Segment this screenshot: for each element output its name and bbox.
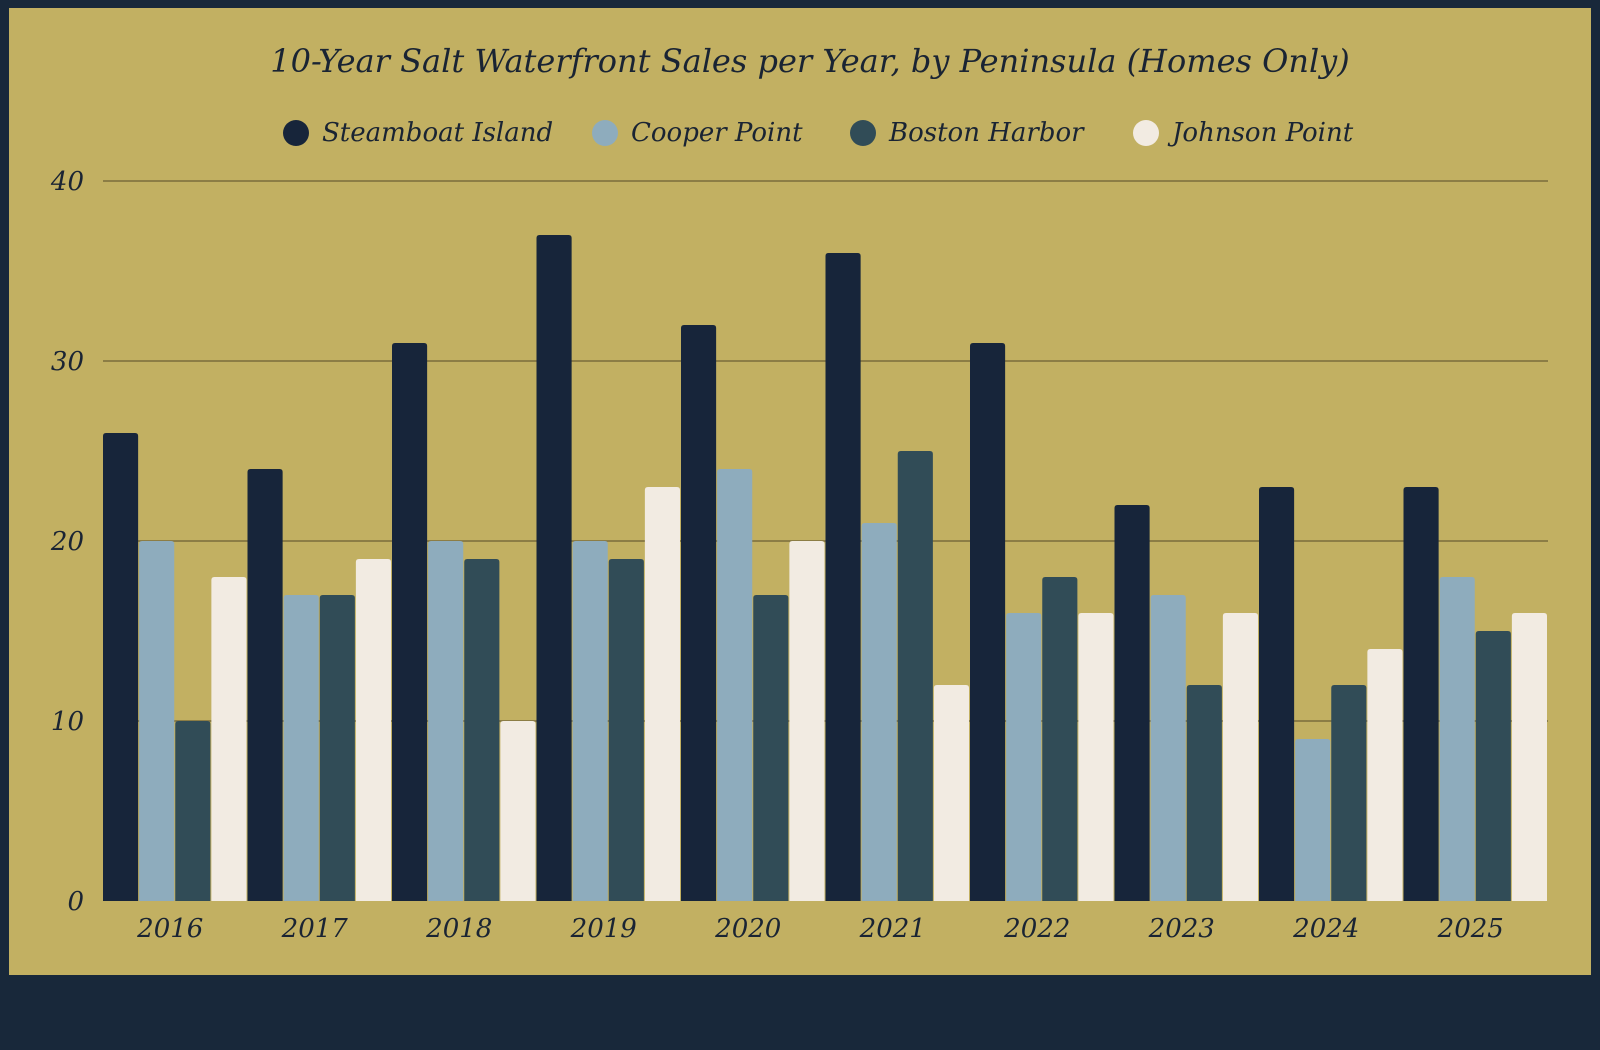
bar-steamboat-island-2017 <box>247 469 283 901</box>
x-tick-label-2024: 2024 <box>1292 914 1359 944</box>
bar-boston-harbor-2018 <box>464 559 500 901</box>
y-tick-label-30: 30 <box>51 347 84 377</box>
y-tick-label-20: 20 <box>50 527 84 557</box>
bar-cooper-point-2025 <box>1439 577 1475 901</box>
bars <box>103 235 1547 901</box>
x-tick-label-2017: 2017 <box>281 914 349 944</box>
y-tick-label-10: 10 <box>51 707 84 737</box>
bar-boston-harbor-2023 <box>1186 685 1222 901</box>
legend: Steamboat Island Cooper Point Boston Harbo… <box>283 118 1354 148</box>
bar-johnson-point-2018 <box>500 721 536 901</box>
bar-boston-harbor-2024 <box>1331 685 1367 901</box>
x-tick-label-2018: 2018 <box>425 914 492 944</box>
legend-item-cooper-point: Cooper Point <box>592 118 803 148</box>
legend-label-boston-harbor: Boston Harbor <box>888 118 1085 148</box>
bar-group-2016 <box>103 433 247 901</box>
chart-title: 10-Year Salt Waterfront Sales per Year, … <box>270 42 1349 80</box>
y-tick-label-0: 0 <box>67 887 84 917</box>
bar-johnson-point-2019 <box>644 487 680 901</box>
legend-swatch-boston-harbor <box>850 120 876 146</box>
bar-steamboat-island-2020 <box>681 325 717 901</box>
y-tick-label-40: 40 <box>50 167 84 197</box>
bar-steamboat-island-2021 <box>825 253 861 901</box>
bar-group-2018 <box>392 343 536 901</box>
y-axis-ticks: 0 10 20 30 40 <box>50 167 84 917</box>
bar-group-2019 <box>536 235 680 901</box>
bar-group-2017 <box>247 469 391 901</box>
bar-cooper-point-2018 <box>428 541 464 901</box>
bar-cooper-point-2024 <box>1295 739 1331 901</box>
legend-item-steamboat-island: Steamboat Island <box>283 118 553 148</box>
legend-item-boston-harbor: Boston Harbor <box>850 118 1085 148</box>
bar-cooper-point-2022 <box>1006 613 1042 901</box>
bar-group-2023 <box>1114 505 1258 901</box>
bar-group-2021 <box>825 253 969 901</box>
x-tick-label-2019: 2019 <box>570 914 637 944</box>
legend-label-johnson-point: Johnson Point <box>1167 118 1354 148</box>
bar-steamboat-island-2024 <box>1259 487 1295 901</box>
bar-boston-harbor-2025 <box>1475 631 1511 901</box>
bar-johnson-point-2021 <box>933 685 969 901</box>
legend-swatch-johnson-point <box>1133 120 1159 146</box>
bar-group-2024 <box>1259 487 1403 901</box>
bar-boston-harbor-2021 <box>897 451 933 901</box>
legend-swatch-steamboat-island <box>283 120 309 146</box>
bar-steamboat-island-2018 <box>392 343 428 901</box>
bar-boston-harbor-2022 <box>1042 577 1078 901</box>
bar-group-2020 <box>681 325 825 901</box>
bar-cooper-point-2017 <box>283 595 319 901</box>
bar-boston-harbor-2016 <box>175 721 211 901</box>
bar-steamboat-island-2025 <box>1403 487 1439 901</box>
bar-cooper-point-2023 <box>1150 595 1186 901</box>
bar-steamboat-island-2019 <box>536 235 572 901</box>
bar-steamboat-island-2023 <box>1114 505 1150 901</box>
bar-boston-harbor-2020 <box>753 595 789 901</box>
bar-steamboat-island-2022 <box>970 343 1006 901</box>
x-tick-label-2020: 2020 <box>714 914 781 944</box>
bar-cooper-point-2021 <box>861 523 897 901</box>
bar-johnson-point-2016 <box>211 577 247 901</box>
x-axis-ticks: 2016 2017 2018 2019 2020 2021 2022 2023 2024 2025 <box>136 914 1504 944</box>
bar-boston-harbor-2017 <box>319 595 355 901</box>
bar-group-2025 <box>1403 487 1547 901</box>
bar-cooper-point-2016 <box>139 541 175 901</box>
x-tick-label-2023: 2023 <box>1148 914 1215 944</box>
bar-johnson-point-2023 <box>1222 613 1258 901</box>
bar-cooper-point-2020 <box>717 469 753 901</box>
bar-cooper-point-2019 <box>572 541 608 901</box>
x-tick-label-2016: 2016 <box>136 914 203 944</box>
legend-label-cooper-point: Cooper Point <box>631 118 803 148</box>
x-tick-label-2021: 2021 <box>859 914 926 944</box>
legend-swatch-cooper-point <box>592 120 618 146</box>
bar-johnson-point-2025 <box>1511 613 1547 901</box>
bar-johnson-point-2017 <box>355 559 391 901</box>
bar-johnson-point-2024 <box>1367 649 1403 901</box>
bar-steamboat-island-2016 <box>103 433 139 901</box>
bar-boston-harbor-2019 <box>608 559 644 901</box>
bar-johnson-point-2020 <box>789 541 825 901</box>
bar-johnson-point-2022 <box>1078 613 1114 901</box>
legend-label-steamboat-island: Steamboat Island <box>322 118 553 148</box>
legend-item-johnson-point: Johnson Point <box>1133 118 1354 148</box>
x-tick-label-2025: 2025 <box>1437 914 1504 944</box>
x-tick-label-2022: 2022 <box>1003 914 1070 944</box>
bar-group-2022 <box>970 343 1114 901</box>
